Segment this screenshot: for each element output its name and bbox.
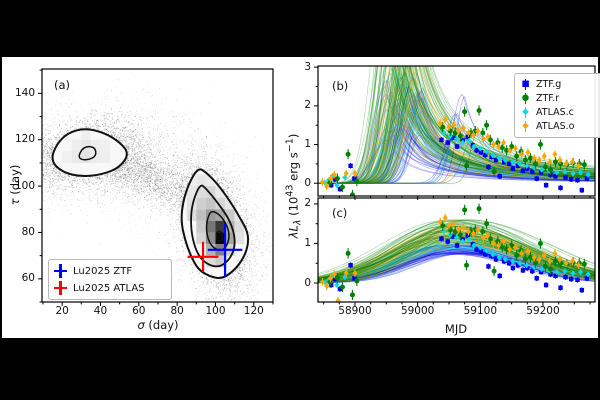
tick-label: 2 (304, 99, 311, 112)
panel-b-letter: (b) (332, 79, 349, 93)
tick-label: 100 (14, 179, 35, 192)
tick-label: 59100 (463, 305, 498, 317)
diamond-marker-icon: ◆ (522, 107, 529, 118)
legend-panel-b: ■ ZTF.g ● ZTF.r ◆ ATLAS.c ◆ ATLAS.o (514, 73, 600, 138)
plus-marker-icon (53, 264, 68, 278)
tick-label: 100 (205, 305, 226, 317)
panel-c-letter: (c) (332, 206, 348, 220)
legend-panel-a: Lu2025 ZTF Lu2025 ATLAS (48, 259, 172, 300)
x-axis-label-sigma: σ (day) (137, 318, 179, 332)
legend-label: ATLAS.o (536, 121, 575, 132)
square-marker-icon: ■ (521, 79, 530, 90)
tick-label: 58900 (338, 305, 372, 317)
y-axis-label-luminosity: λLλ (1043 erg s−1) (284, 133, 304, 239)
tick-label: 120 (243, 305, 264, 317)
tick-label: 59200 (526, 305, 560, 317)
tick-label: 140 (14, 86, 35, 99)
tick-label: 1 (304, 236, 311, 249)
legend-label: ZTF.r (536, 93, 560, 104)
tick-label: 80 (170, 305, 184, 317)
tick-label: 59000 (400, 305, 435, 317)
legend-item-ztf-g: ■ ZTF.g (519, 78, 598, 92)
legend-item-lu2025-ztf: Lu2025 ZTF (53, 263, 167, 280)
tick-label: 0 (304, 176, 311, 189)
legend-label: ZTF.g (536, 79, 562, 90)
plus-marker-icon (53, 281, 68, 295)
diamond-marker-icon: ◆ (522, 121, 529, 132)
tick-label: 2 (304, 197, 311, 210)
x-axis-label-mjd: MJD (444, 322, 468, 336)
tick-label: 40 (93, 305, 108, 317)
tick-label: 60 (21, 272, 35, 285)
circle-marker-icon: ● (521, 93, 530, 104)
legend-label: Lu2025 ZTF (73, 265, 133, 277)
panel-a-letter: (a) (54, 78, 71, 92)
tick-label: 0 (304, 276, 311, 289)
legend-item-atlas-o: ◆ ATLAS.o (519, 120, 598, 134)
legend-label: Lu2025 ATLAS (73, 282, 145, 294)
tick-label: 60 (132, 305, 146, 317)
legend-item-atlas-c: ◆ ATLAS.c (519, 106, 598, 120)
tick-label: 80 (21, 225, 35, 238)
legend-item-lu2025-atlas: Lu2025 ATLAS (53, 280, 167, 297)
tick-label: 20 (55, 305, 69, 317)
legend-label: ATLAS.c (536, 107, 574, 118)
tick-label: 1 (304, 138, 311, 151)
tick-label: 120 (14, 133, 35, 146)
tick-label: 3 (304, 60, 311, 73)
legend-item-ztf-r: ● ZTF.r (519, 92, 598, 106)
